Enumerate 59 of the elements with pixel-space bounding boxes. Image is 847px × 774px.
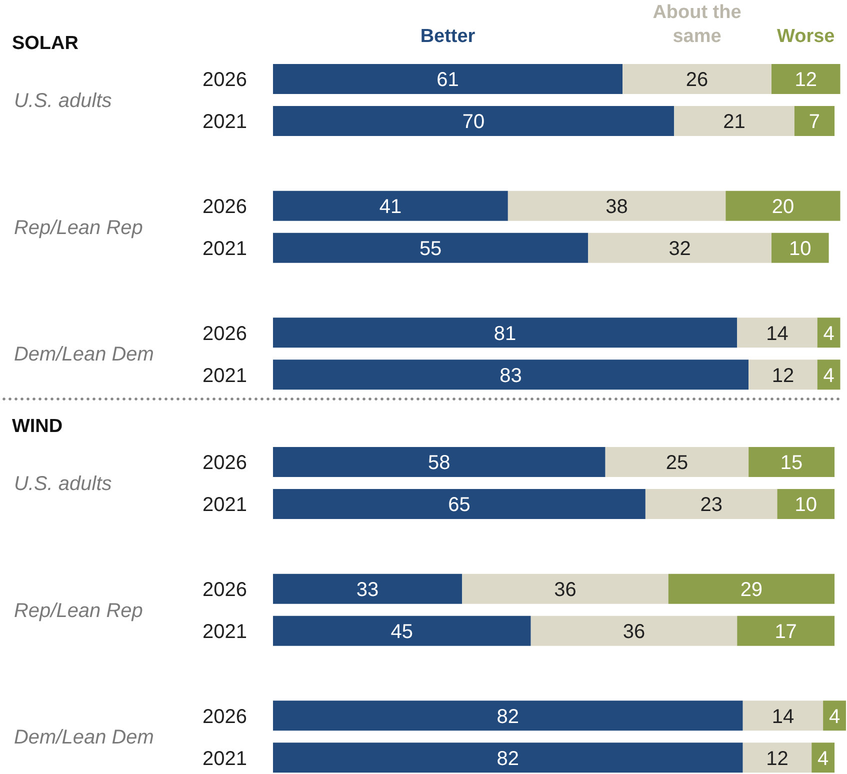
data-label: 12 <box>794 69 817 92</box>
data-label: 83 <box>500 364 522 387</box>
y-tick-label: 2021 <box>202 111 248 134</box>
text: U.S. adults <box>14 90 112 112</box>
data-label: 82 <box>496 747 520 770</box>
data-label: 21 <box>723 111 746 134</box>
data-label: 14 <box>766 322 788 345</box>
y-tick-label: 2026 <box>202 452 248 474</box>
data-label: 17 <box>774 620 797 643</box>
data-label: 45 <box>390 620 414 643</box>
data-label: 38 <box>606 196 628 218</box>
y-tick-label: 2026 <box>202 578 248 601</box>
data-label: 36 <box>622 620 646 643</box>
data-label: 15 <box>780 452 803 474</box>
data-label: 33 <box>356 578 379 601</box>
data-label: 58 <box>428 452 450 474</box>
y-tick-label: 2026 <box>202 322 248 345</box>
data-label: 82 <box>496 705 520 728</box>
data-label: 20 <box>772 196 794 218</box>
text: Rep/Lean Rep <box>14 600 143 622</box>
data-label: 12 <box>772 364 794 387</box>
data-label: 7 <box>808 111 820 134</box>
text: SOLAR <box>12 33 79 54</box>
data-label: 65 <box>448 494 470 516</box>
text: Dem/Lean Dem <box>14 726 154 748</box>
series-label: About the same <box>652 2 742 47</box>
data-label: 26 <box>686 69 708 92</box>
data-label: 61 <box>436 69 459 92</box>
y-tick-label: 2026 <box>202 705 248 728</box>
data-label: 23 <box>700 494 722 516</box>
data-label: 36 <box>554 578 576 601</box>
data-label: 41 <box>379 196 402 218</box>
y-tick-label: 2026 <box>202 196 248 218</box>
text: Dem/Lean Dem <box>14 344 154 366</box>
series-label: Worse <box>777 26 835 47</box>
y-tick-label: 2021 <box>202 364 248 387</box>
data-label: 70 <box>462 111 485 134</box>
data-label: 14 <box>772 705 794 728</box>
y-tick-label: 2021 <box>202 494 248 516</box>
y-tick-label: 2021 <box>202 620 248 643</box>
data-label: 29 <box>740 578 763 601</box>
y-tick-label: 2026 <box>202 69 248 92</box>
data-label: 12 <box>766 747 788 770</box>
series-label: Better <box>420 26 476 47</box>
data-label: 32 <box>668 238 691 260</box>
data-label: 4 <box>823 322 834 345</box>
text: Rep/Lean Rep <box>14 216 143 239</box>
text: U.S. adults <box>14 472 112 495</box>
data-label: 10 <box>794 494 817 516</box>
data-label: 25 <box>666 452 688 474</box>
data-label: 10 <box>789 238 812 260</box>
text: WIND <box>12 416 63 437</box>
y-tick-label: 2021 <box>202 747 248 770</box>
data-label: 4 <box>828 705 840 728</box>
data-label: 4 <box>818 747 829 770</box>
data-label: 4 <box>823 364 834 387</box>
data-label: 81 <box>494 322 516 345</box>
data-label: 55 <box>419 238 442 260</box>
y-tick-label: 2021 <box>202 238 248 260</box>
